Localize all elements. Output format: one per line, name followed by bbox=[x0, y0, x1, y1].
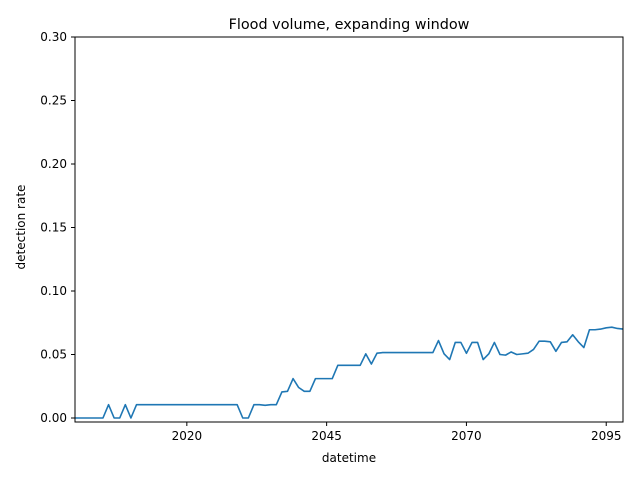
x-tick-label: 2095 bbox=[591, 429, 622, 443]
y-tick-label: 0.25 bbox=[40, 94, 67, 108]
y-tick-label: 0.20 bbox=[40, 157, 67, 171]
y-tick-label: 0.05 bbox=[40, 348, 67, 362]
y-tick-label: 0.30 bbox=[40, 30, 67, 44]
x-axis-ticks: 2020 2045 2070 2095 bbox=[172, 422, 622, 443]
x-tick-label: 2045 bbox=[311, 429, 342, 443]
plot-area-frame bbox=[74, 36, 624, 423]
x-axis-label: datetime bbox=[322, 451, 376, 465]
series-line-0 bbox=[75, 326, 624, 419]
y-axis-ticks: 0.00 0.05 0.10 0.15 0.20 0.25 0.30 bbox=[40, 30, 75, 425]
x-tick-label: 2020 bbox=[172, 429, 203, 443]
y-tick-label: 0.10 bbox=[40, 284, 67, 298]
y-tick-label: 0.00 bbox=[40, 411, 67, 425]
chart-title: Flood volume, expanding window bbox=[229, 17, 470, 33]
x-tick-label: 2070 bbox=[451, 429, 482, 443]
y-axis-label: detection rate bbox=[14, 185, 28, 270]
y-tick-label: 0.15 bbox=[40, 221, 67, 235]
plot-lines bbox=[75, 326, 624, 419]
